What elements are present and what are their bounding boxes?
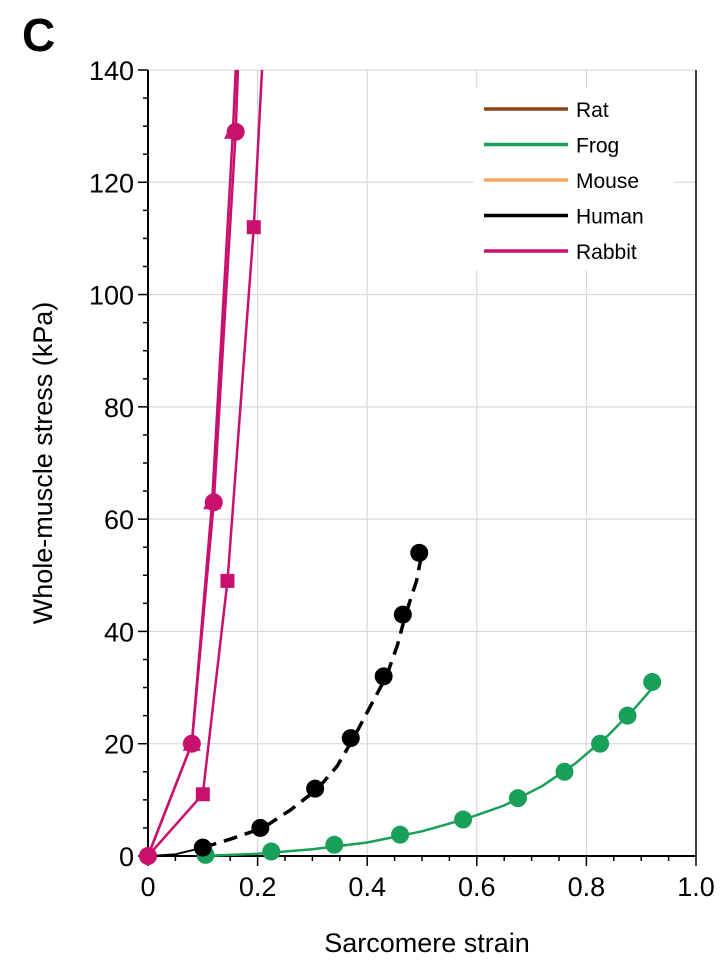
y-tick-label: 20 xyxy=(104,730,134,760)
series-human-circle-point xyxy=(410,543,429,562)
series-rabbit-triangle-point xyxy=(223,121,242,139)
series-frog-circle-line xyxy=(202,681,659,858)
axes: 0 0.2 0.4 0.6 0.8 1.0 0 20 40 60 80 100 120 140 xyxy=(89,56,715,902)
x-tick-label: 0 xyxy=(140,872,155,902)
series-rabbit-triangle-point xyxy=(203,492,222,510)
legend-label-mouse: Mouse xyxy=(576,170,639,193)
legend: Rat Frog Mouse Human Rabbit xyxy=(474,88,674,270)
series-rabbit-circle-point xyxy=(139,847,157,865)
series-frog-circle-point xyxy=(618,706,637,725)
x-tick-label: 1.0 xyxy=(677,872,715,902)
y-tick-label: 80 xyxy=(104,393,134,423)
series-human-circle-point xyxy=(374,667,393,686)
x-tick-label: 0.2 xyxy=(239,872,277,902)
legend-label-frog: Frog xyxy=(576,135,619,158)
y-tick-label: 60 xyxy=(104,505,134,535)
series-human-circle-point xyxy=(341,729,360,748)
series-human-circle-point xyxy=(251,818,270,837)
series-frog-circle-point xyxy=(591,734,610,753)
series-rabbit-square-line xyxy=(147,69,264,857)
series-rabbit-square-point xyxy=(220,573,235,588)
series-rabbit-square-point xyxy=(246,220,261,235)
legend-label-rat: Rat xyxy=(576,99,609,122)
series-frog-circle-point xyxy=(454,810,473,829)
series-frog-circle-point xyxy=(391,825,410,844)
series-frog-circle-point xyxy=(508,789,527,808)
legend-label-rabbit: Rabbit xyxy=(576,241,637,264)
series-frog-circle-point xyxy=(555,762,574,781)
x-axis-label: Sarcomere strain xyxy=(324,928,530,958)
series-rabbit-square-point xyxy=(195,787,210,802)
y-tick-label: 120 xyxy=(89,168,134,198)
series-human-circle-point xyxy=(393,605,412,624)
y-tick-label: 40 xyxy=(104,617,134,647)
y-tick-label: 100 xyxy=(89,281,134,311)
series-human-circle-point xyxy=(306,779,325,798)
x-tick-label: 0.6 xyxy=(458,872,496,902)
series-frog-circle-point xyxy=(643,672,662,691)
series-human-circle-point xyxy=(193,838,212,857)
series-frog-circle-point xyxy=(325,835,344,854)
x-tick-label: 0.8 xyxy=(568,872,606,902)
y-tick-label: 0 xyxy=(119,842,134,872)
y-tick-label: 140 xyxy=(89,56,134,86)
y-axis-label: Whole-muscle stress (kPa) xyxy=(28,302,58,625)
x-tick-label: 0.4 xyxy=(348,872,386,902)
markers-group xyxy=(139,121,662,865)
series-human-circle-line xyxy=(202,552,424,850)
series-frog-circle-point xyxy=(262,842,281,861)
series-rabbit-triangle-point xyxy=(182,733,201,751)
panel-label: C xyxy=(22,9,56,61)
legend-label-human: Human xyxy=(576,206,644,229)
series-human-circle-extension xyxy=(147,846,204,857)
